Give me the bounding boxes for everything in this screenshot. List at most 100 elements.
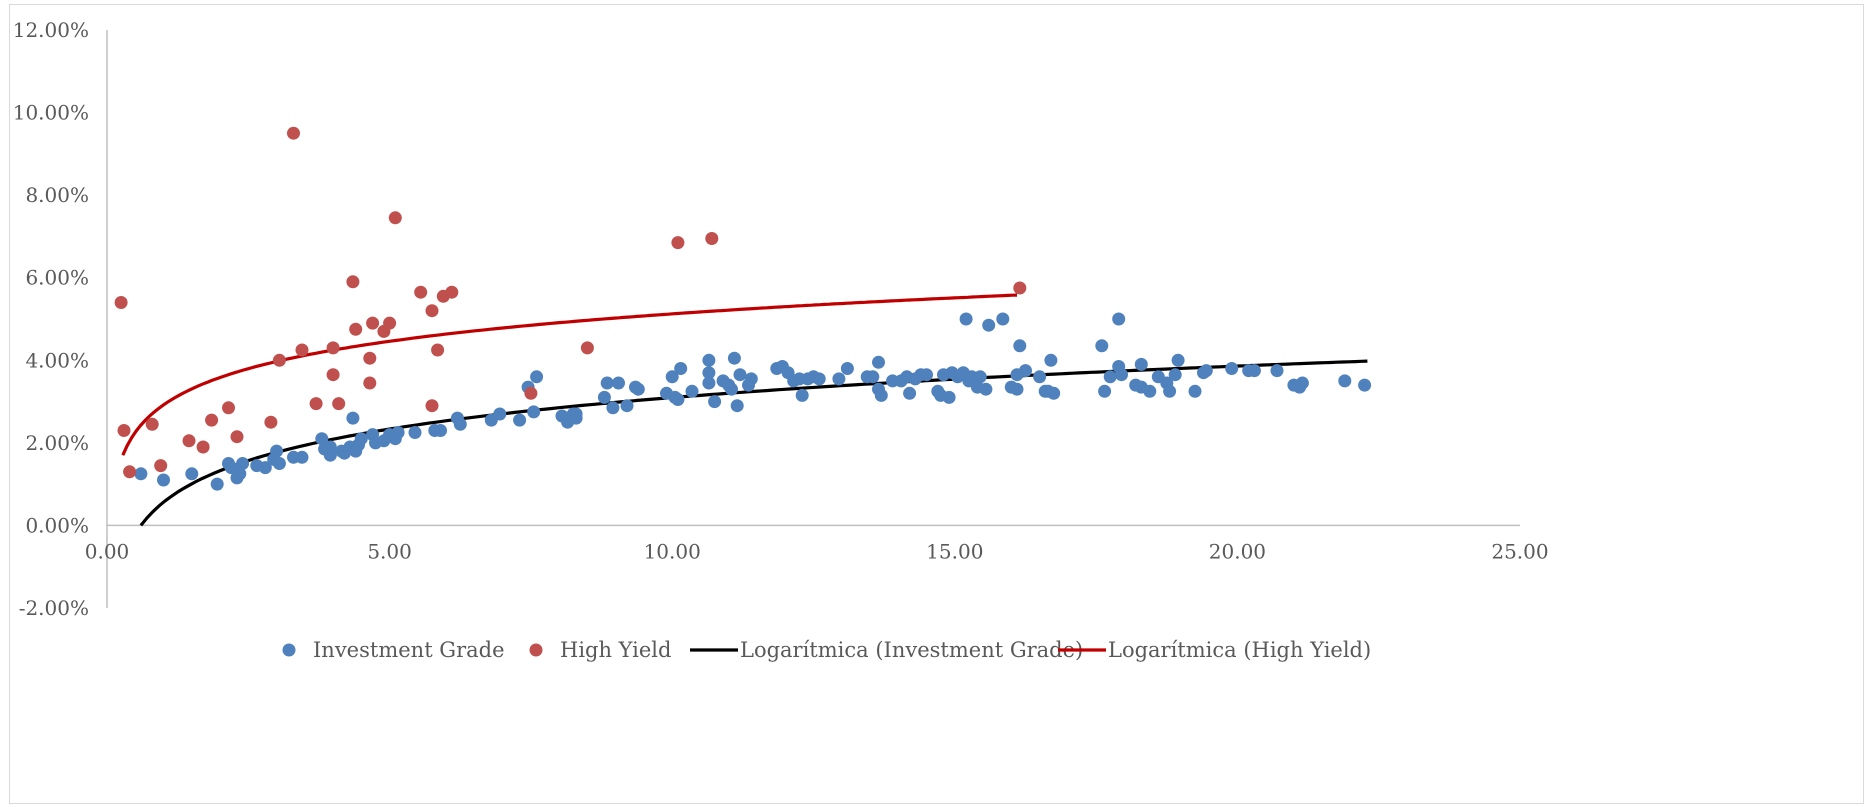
data-point [363, 351, 377, 365]
data-point [1134, 357, 1148, 371]
data-point [959, 312, 973, 326]
data-point [295, 343, 309, 357]
data-point [346, 411, 360, 425]
data-point [295, 450, 309, 464]
data-point [222, 401, 235, 415]
y-tick-label: -2.00% [19, 596, 89, 620]
data-point [287, 126, 300, 140]
data-point [210, 477, 224, 491]
data-point [323, 448, 337, 462]
y-axis-tick-labels: -2.00% 0.00% 2.00% 4.00% 6.00% 8.00% 10.00% 12.… [13, 18, 89, 620]
data-point [145, 417, 159, 431]
data-point [674, 362, 688, 375]
legend-marker [529, 643, 543, 657]
legend-label: Logarítmica (High Yield) [1108, 638, 1371, 662]
data-point [1143, 384, 1157, 398]
data-point [1010, 382, 1024, 396]
data-point [230, 430, 244, 444]
data-point [205, 413, 219, 427]
trendlines [121, 293, 1368, 527]
y-tick-label: 2.00% [25, 431, 89, 455]
data-point [973, 370, 987, 384]
data-point [1115, 368, 1128, 382]
data-point [1168, 368, 1182, 382]
data-point [569, 407, 583, 421]
x-tick-label: 0.00 [85, 539, 130, 563]
data-point [196, 440, 210, 454]
data-point [606, 401, 620, 415]
legend-label: High Yield [560, 638, 671, 662]
data-point [309, 397, 323, 411]
data-point [597, 390, 611, 404]
y-tick-label: 6.00% [25, 266, 89, 290]
data-point [524, 386, 538, 400]
data-point [733, 368, 747, 382]
data-point [1171, 353, 1185, 367]
data-point [117, 424, 131, 437]
data-point [730, 399, 744, 413]
y-tick-label: 0.00% [25, 513, 89, 537]
data-point [671, 393, 685, 406]
data-point [1199, 364, 1213, 378]
legend-label: Investment Grade [313, 638, 505, 662]
data-point [1103, 370, 1117, 384]
data-point [1338, 374, 1352, 388]
data-point [182, 434, 196, 448]
data-point [391, 426, 405, 439]
data-point [795, 388, 809, 402]
data-point [1019, 364, 1032, 378]
data-points [114, 126, 1372, 491]
data-point [580, 341, 594, 355]
data-point [1270, 364, 1284, 378]
data-point [1188, 384, 1202, 398]
x-tick-label: 20.00 [1209, 539, 1266, 563]
data-point [114, 296, 128, 309]
data-point [872, 355, 885, 369]
data-point [1033, 370, 1047, 384]
legend-marker [282, 643, 296, 657]
data-point [530, 370, 544, 384]
data-point [1163, 384, 1177, 398]
data-point [493, 407, 507, 421]
data-point [685, 384, 699, 398]
data-point [1095, 339, 1109, 353]
legend: Investment Grade High Yield Logarítmica (I… [282, 638, 1371, 662]
data-point [942, 390, 956, 404]
data-point [1098, 384, 1112, 398]
data-point [363, 376, 377, 390]
data-point [326, 341, 340, 355]
data-point [1225, 362, 1239, 375]
x-tick-label: 10.00 [644, 539, 701, 563]
data-point [134, 467, 148, 481]
data-point [425, 304, 439, 318]
data-point [445, 285, 459, 299]
data-point [326, 368, 340, 382]
data-point [513, 413, 527, 427]
data-point [725, 382, 738, 396]
data-point [1295, 376, 1309, 390]
data-point [185, 467, 199, 481]
data-point [866, 370, 880, 384]
data-point [527, 405, 541, 419]
data-point [979, 382, 993, 396]
data-point [388, 211, 402, 225]
data-point [631, 382, 645, 396]
data-point [354, 432, 368, 446]
trendline [121, 293, 1018, 456]
data-point [236, 457, 250, 470]
data-point [1013, 339, 1027, 353]
data-point [157, 473, 170, 487]
x-tick-label: 25.00 [1491, 539, 1548, 563]
data-point [154, 459, 168, 473]
data-point [920, 368, 933, 382]
data-point [349, 322, 363, 336]
data-point [425, 399, 439, 413]
y-tick-label: 10.00% [13, 101, 89, 125]
data-point [408, 426, 422, 439]
x-tick-label: 5.00 [367, 539, 412, 563]
data-point [840, 362, 854, 375]
data-point [233, 467, 247, 481]
data-point [1112, 312, 1126, 326]
data-point [620, 399, 634, 413]
data-point [1247, 364, 1261, 378]
